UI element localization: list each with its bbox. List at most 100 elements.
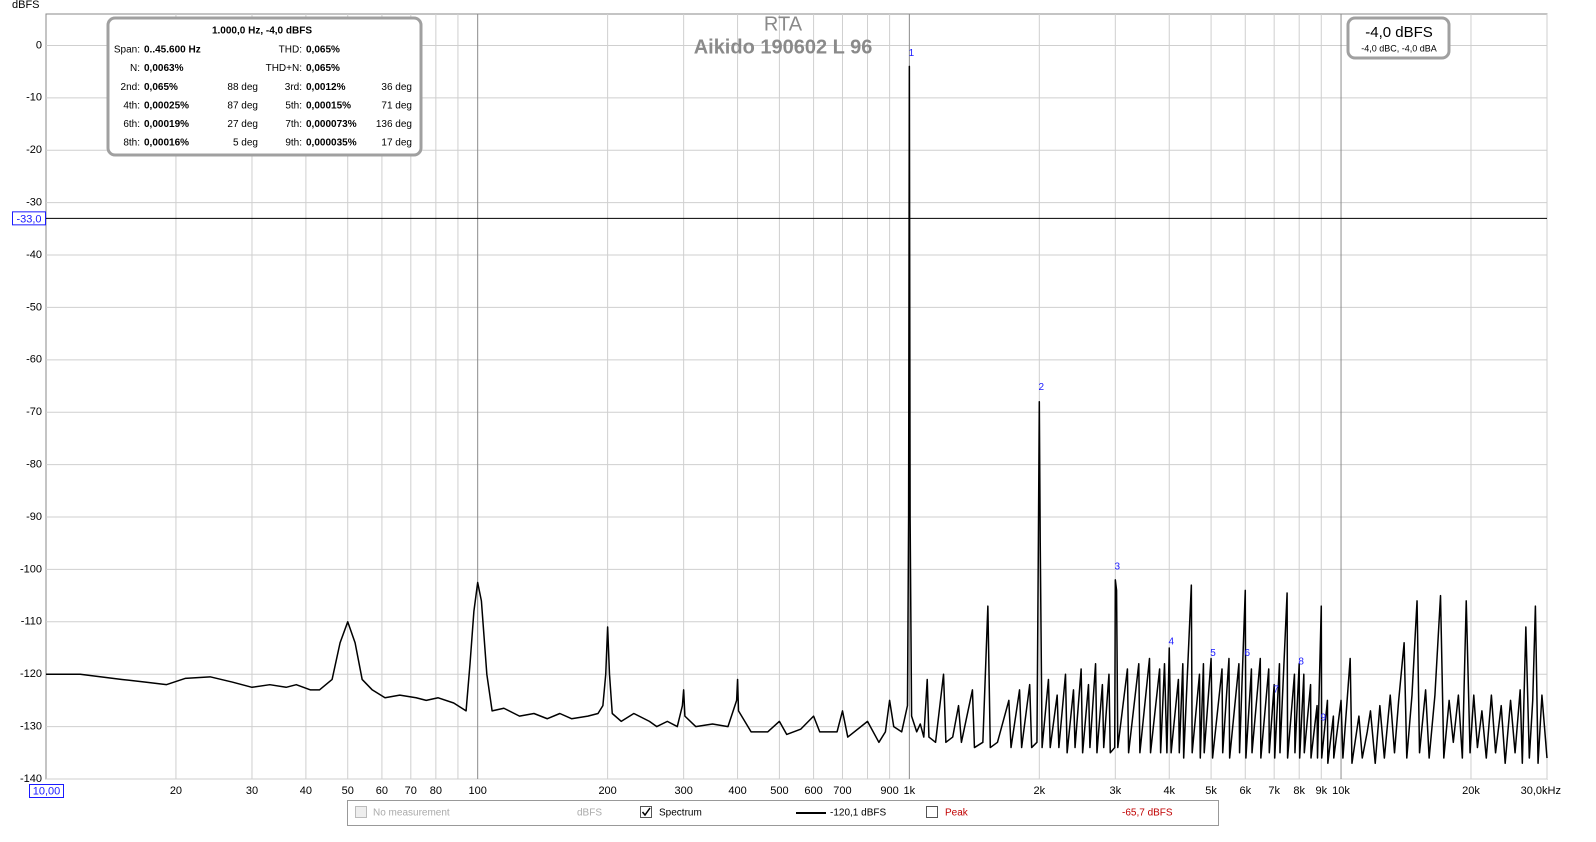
x-tick-label: 400 [728, 785, 746, 797]
info-phase: 71 deg [381, 100, 412, 111]
harmonic-marker: 1 [909, 48, 915, 59]
harmonic-marker: 4 [1168, 636, 1174, 647]
info-value: 0,065% [306, 63, 340, 74]
legend-bar: No measurement dBFS Spectrum -120,1 dBFS… [347, 800, 1219, 826]
harmonic-marker: 8 [1298, 656, 1304, 667]
harmonic-marker: 9 [1321, 712, 1327, 723]
y-tick-label: -110 [21, 616, 42, 628]
info-label: 6th: [123, 119, 140, 130]
cursor-y-label: -33,0 [16, 213, 41, 225]
chart-title: RTA [764, 13, 803, 35]
info-rows: Span: 0..45.600 Hz THD: 0,065% N: 0,0063% THD+… [114, 45, 412, 149]
harmonic-marker: 3 [1115, 561, 1121, 572]
info-value: 0,00016% [144, 138, 189, 149]
info-value: 0,000035% [306, 138, 357, 149]
info-phase: 5 deg [233, 138, 258, 149]
x-tick-label: 30 [246, 785, 258, 797]
grid [46, 14, 1548, 780]
x-tick-label: 6k [1239, 785, 1251, 797]
x-tick-label: 500 [770, 785, 788, 797]
cursor-x-box [29, 784, 64, 798]
info-label: THD+N: [266, 63, 302, 74]
info-phase: 27 deg [227, 119, 258, 130]
info-phase: 87 deg [227, 100, 258, 111]
level-sub: -4,0 dBC, -4,0 dBA [1361, 43, 1437, 53]
legend-value: dBFS [577, 808, 602, 819]
info-value: 0,00025% [144, 100, 189, 111]
info-value: 0,0012% [306, 82, 346, 93]
x-tick-label: 300 [674, 785, 692, 797]
x-tick-label: 3k [1110, 785, 1122, 797]
x-tick-label: 70 [405, 785, 417, 797]
harmonic-marker: 2 [1039, 382, 1045, 393]
checkbox[interactable] [640, 806, 652, 818]
x-tick-label: 5k [1205, 785, 1217, 797]
y-tick-label: -130 [20, 721, 42, 733]
info-label: 2nd: [121, 82, 140, 93]
harmonic-marker: 7 [1273, 685, 1279, 696]
x-tick-label: 900 [880, 785, 898, 797]
harmonic-marker: 6 [1244, 648, 1250, 659]
cursor-y-box [12, 211, 46, 226]
x-tick-label: 2k [1033, 785, 1045, 797]
x-tick-label: 20 [170, 785, 182, 797]
info-label: 4th: [123, 100, 140, 111]
x-tick-label: 600 [804, 785, 822, 797]
info-label: N: [130, 63, 140, 74]
checkbox[interactable] [355, 806, 367, 818]
y-tick-label: -120 [20, 668, 42, 680]
info-phase: 136 deg [376, 119, 412, 130]
y-tick-label: -20 [26, 144, 42, 156]
x-tick-label: 4k [1163, 785, 1175, 797]
x-tick-label: 50 [342, 785, 354, 797]
y-tick-label: -10 [26, 92, 42, 104]
y-tick-label: -140 [20, 773, 42, 785]
x-tick-label: 7k [1268, 785, 1280, 797]
y-tick-label: -90 [26, 511, 42, 523]
info-value: 0,0063% [144, 63, 184, 74]
info-label: 3rd: [285, 82, 302, 93]
info-value: 0,00019% [144, 119, 189, 130]
info-label: 7th: [285, 119, 302, 130]
info-value: 0,065% [306, 45, 340, 56]
spectrum-line [46, 65, 1548, 765]
y-axis-label: dBFS [12, 0, 40, 11]
y-tick-label: -70 [26, 406, 42, 418]
y-tick-label: -50 [26, 301, 42, 313]
checkbox[interactable] [926, 806, 938, 818]
y-tick-label: -80 [26, 459, 42, 471]
legend-value: -120,1 dBFS [830, 808, 886, 819]
y-tick-label: -40 [26, 249, 42, 261]
x-tick-label: 200 [598, 785, 616, 797]
x-tick-label: 10k [1332, 785, 1350, 797]
x-tick-label: 60 [376, 785, 388, 797]
info-value: 0,00015% [306, 100, 351, 111]
level-box [1346, 16, 1451, 60]
x-tick-label: 100 [468, 785, 486, 797]
x-tick-label: 40 [300, 785, 312, 797]
info-label: THD: [279, 45, 302, 56]
chart-subtitle: Aikido 190602 L 96 [694, 36, 873, 58]
info-phase: 17 deg [381, 138, 412, 149]
legend-label: Peak [945, 808, 969, 819]
checkmark [641, 807, 651, 817]
x-tick-label: 80 [430, 785, 442, 797]
info-label: Span: [114, 45, 140, 56]
info-label: 5th: [285, 100, 302, 111]
y-tick-label: 0 [36, 39, 42, 51]
harmonic-marker: 5 [1210, 648, 1216, 659]
legend-label: No measurement [373, 808, 450, 819]
legend-value: -65,7 dBFS [1122, 808, 1173, 819]
x-tick-label: 8k [1293, 785, 1305, 797]
legend-label: Spectrum [659, 808, 702, 819]
info-label: 8th: [123, 138, 140, 149]
level-main: -4,0 dBFS [1365, 24, 1433, 41]
info-value: 0..45.600 Hz [144, 45, 201, 56]
info-label: 9th: [285, 138, 302, 149]
y-tick-label: -30 [26, 197, 42, 209]
x-tick-label: 9k [1315, 785, 1327, 797]
info-header: 1.000,0 Hz, -4,0 dBFS [212, 26, 312, 37]
cursor-x-label: 10,00 [33, 785, 61, 797]
x-tick-label: 20k [1462, 785, 1480, 797]
